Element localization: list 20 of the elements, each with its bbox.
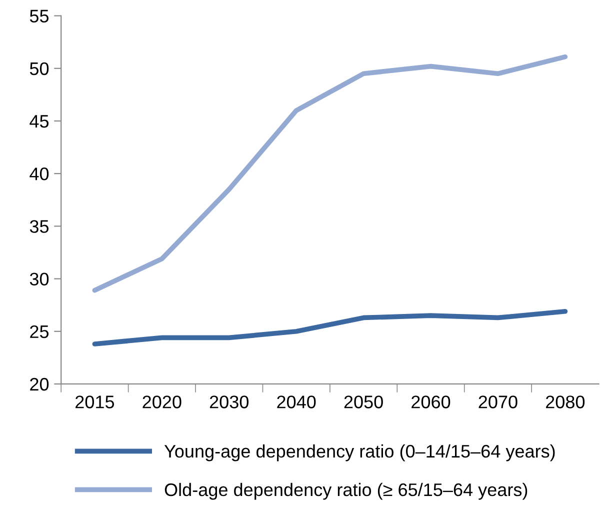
legend-label: Old-age dependency ratio (≥ 65/15–64 years) bbox=[164, 482, 528, 500]
x-tick-label: 2070 bbox=[478, 396, 518, 408]
line-series bbox=[92, 54, 568, 293]
y-tick-label: 30 bbox=[30, 272, 49, 286]
x-tick-label: 2020 bbox=[142, 396, 182, 408]
y-tick-label: 35 bbox=[30, 220, 49, 233]
y-tick-label: 40 bbox=[30, 168, 49, 180]
x-tick-label: 2050 bbox=[344, 396, 383, 408]
legend-label: Young-age dependency ratio (0–14/15–64 years) bbox=[164, 444, 555, 462]
x-tick-label: 2030 bbox=[210, 396, 249, 408]
y-tick-label: 50 bbox=[30, 62, 49, 76]
y-tick-label: 25 bbox=[30, 325, 49, 338]
line-series bbox=[92, 308, 568, 346]
x-tick-label: 2060 bbox=[412, 396, 450, 408]
y-tick-label: 55 bbox=[30, 10, 49, 22]
x-tick-label: 2015 bbox=[76, 396, 114, 408]
y-tick-label: 45 bbox=[30, 115, 49, 128]
x-tick-label: 2040 bbox=[277, 396, 316, 408]
y-tick-label: 20 bbox=[30, 378, 49, 391]
x-tick-label: 2080 bbox=[546, 396, 585, 408]
